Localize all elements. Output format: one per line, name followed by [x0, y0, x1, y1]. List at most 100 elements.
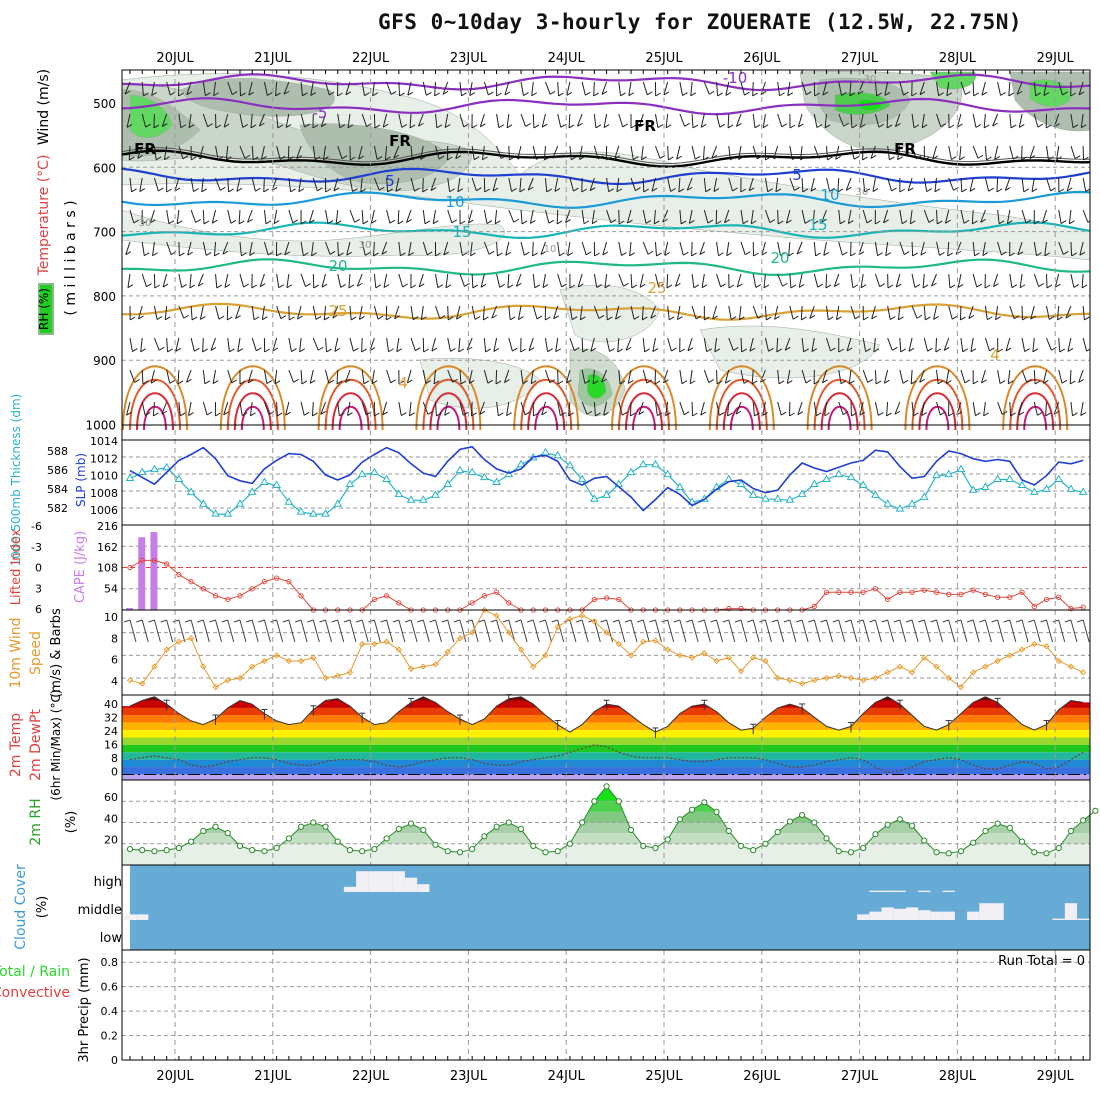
wind-barb	[924, 338, 927, 351]
wind-barb-flag	[499, 125, 504, 128]
wind-barb-flag	[435, 93, 440, 96]
wind-barb-flag	[1087, 348, 1092, 351]
wind-barb-flag	[524, 252, 529, 255]
surface-wind-barb	[521, 620, 527, 642]
wind-barb-flag	[205, 381, 210, 384]
y-tick-label: 800	[93, 290, 116, 304]
wind-barb	[949, 274, 950, 288]
rh-point	[1007, 825, 1012, 830]
surface-wind-barb-flag	[931, 620, 937, 622]
wind-barb-flag	[229, 189, 234, 192]
wind-barb	[702, 274, 704, 288]
surface-wind-barb	[851, 620, 857, 642]
temperature-contour	[235, 393, 271, 430]
surface-wind-barb-flag	[539, 620, 545, 622]
surface-wind-barb	[423, 620, 429, 642]
y-tick-label: 8	[111, 632, 118, 645]
wind-barb	[423, 82, 426, 95]
cloud-high-block	[381, 871, 393, 892]
surface-wind-barb	[753, 620, 759, 642]
wind-barb	[1083, 338, 1086, 351]
wind-barb-flag	[709, 380, 714, 383]
wind-barb	[912, 402, 913, 416]
wind-barb	[362, 338, 363, 352]
rh-point	[995, 821, 1000, 826]
wind-barb-flag	[986, 157, 991, 160]
wind-barb-flag	[683, 252, 688, 255]
thickness-point	[432, 491, 439, 497]
y-tick-label: 216	[97, 520, 118, 533]
temperature-contour	[535, 407, 557, 430]
wind-barb	[802, 178, 803, 192]
wind-barb-flag	[618, 349, 623, 352]
cloud-middle-block	[930, 912, 942, 920]
wind-barb	[289, 338, 292, 352]
wind-barb-flag	[755, 125, 760, 128]
cloud-middle-block	[857, 914, 869, 920]
surface-wind-barb	[839, 620, 845, 642]
temperature-contour	[829, 407, 851, 430]
wind-barb	[935, 178, 937, 192]
thickness-point	[994, 476, 1001, 482]
wind-barb-flag	[853, 285, 858, 288]
wind-barb	[851, 402, 852, 416]
thickness-point	[957, 466, 964, 472]
wind-barb	[154, 338, 159, 350]
cloud-middle-block	[967, 912, 979, 920]
rh-point	[922, 838, 927, 843]
rh-point	[127, 846, 132, 851]
date-label-bottom: 25JUL	[645, 1069, 683, 1084]
wind-barb	[484, 210, 487, 224]
wind-barb-flag	[398, 221, 403, 224]
rh-point	[555, 849, 560, 854]
wind-barb-flag	[314, 285, 319, 288]
wind-barb	[851, 274, 853, 288]
wind-barb	[900, 370, 903, 383]
wind-barb	[692, 242, 693, 256]
wind-barb-flag	[184, 315, 189, 318]
wind-barb-flag	[766, 317, 771, 320]
wind-barb	[203, 210, 204, 224]
y-tick-label: -6	[31, 520, 42, 533]
wind-barb-flag	[695, 156, 700, 159]
date-label-top: 20JUL	[156, 51, 194, 66]
wind-barb	[839, 370, 841, 384]
date-label-top: 23JUL	[450, 51, 488, 66]
wind-barb-flag	[244, 284, 249, 287]
wind-barb-flag	[658, 125, 663, 128]
rh-point	[433, 842, 438, 847]
wind-barb-flag	[510, 317, 515, 320]
wind-barb-flag	[182, 284, 187, 287]
wind-barb-flag	[426, 92, 431, 95]
y-tick-label: 0	[111, 766, 118, 779]
wind-barb-flag	[1059, 189, 1064, 192]
wind-barb	[558, 114, 561, 127]
cloud-high-block	[894, 891, 906, 892]
wind-barb	[374, 114, 375, 128]
wind-barb	[1022, 338, 1025, 352]
surface-wind-barb	[1059, 620, 1065, 642]
contour-label: 30	[359, 240, 372, 251]
wind-barb	[436, 274, 438, 288]
wind-barb-flag	[206, 252, 211, 255]
wind-barb-flag	[827, 157, 832, 160]
wind-barb	[277, 274, 279, 288]
wind-barb-flag	[917, 315, 922, 318]
wind-barb-flag	[621, 253, 626, 256]
surface-wind-barb-flag	[210, 620, 216, 622]
wind-barb	[667, 274, 668, 288]
wind-barb-flag	[327, 349, 332, 352]
wind-barb-flag	[159, 347, 164, 350]
surface-wind-barb-flag	[955, 620, 961, 622]
contour-label: 10	[445, 193, 464, 211]
surface-wind-barb-flag	[759, 620, 765, 622]
wind-barb-flag	[936, 349, 941, 352]
rh-band	[122, 780, 1090, 801]
wind-barb-flag	[558, 381, 563, 384]
wind-barb	[1059, 338, 1060, 352]
wind-barb	[763, 114, 765, 128]
wind-barb-flag	[498, 413, 503, 416]
y-tick-label: -3	[31, 541, 42, 554]
wind-barb-flag	[951, 157, 956, 160]
wind-barb	[692, 114, 693, 128]
